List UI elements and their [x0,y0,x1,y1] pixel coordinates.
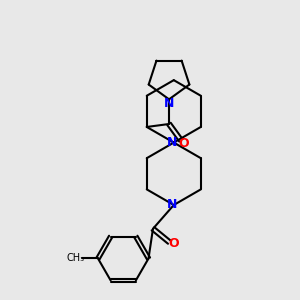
Text: O: O [178,137,189,150]
Text: N: N [164,97,174,110]
Text: CH₃: CH₃ [67,254,85,263]
Text: N: N [167,136,178,149]
Text: O: O [169,237,179,250]
Text: N: N [167,199,178,212]
